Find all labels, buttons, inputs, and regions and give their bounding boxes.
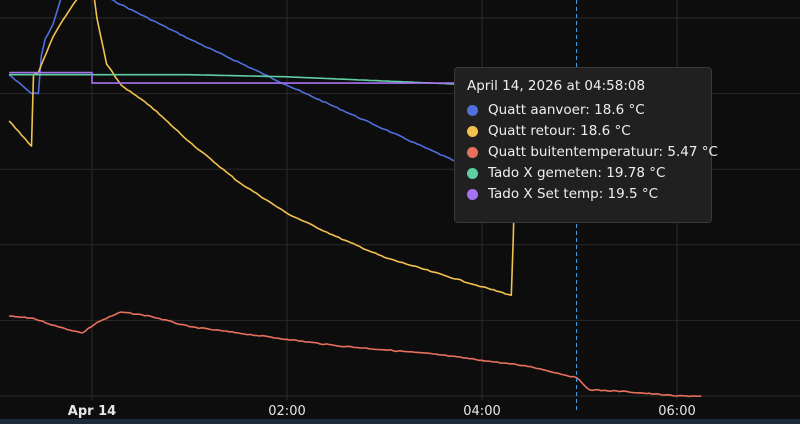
x-tick-label: Apr 14: [68, 404, 116, 419]
tooltip-row-text: Quatt aanvoer: 18.6 °C: [488, 102, 645, 118]
hover-tooltip: April 14, 2026 at 04:58:08 Quatt aanvoer…: [454, 67, 718, 223]
x-tick-label: 06:00: [658, 404, 695, 419]
series-color-dot: [467, 189, 478, 200]
x-axis-labels: Apr 14 02:00 04:00 06:00: [68, 404, 696, 419]
series-color-dot: [467, 126, 478, 137]
tooltip-row-quatt-buitentemperatuur: Quatt buitentemperatuur: 5.47 °C: [467, 142, 718, 163]
tooltip-row-text: Quatt buitentemperatuur: 5.47 °C: [488, 144, 718, 160]
tooltip-row-quatt-aanvoer: Quatt aanvoer: 18.6 °C: [467, 100, 699, 121]
series-color-dot: [467, 105, 478, 116]
tooltip-row-tado-gemeten: Tado X gemeten: 19.78 °C: [467, 163, 699, 184]
x-tick-label: 02:00: [268, 404, 305, 419]
tooltip-row-text: Quatt retour: 18.6 °C: [488, 123, 631, 139]
bottom-scrollbar[interactable]: [0, 419, 800, 424]
x-tick-label: 04:00: [463, 404, 500, 419]
tooltip-row-text: Tado X gemeten: 19.78 °C: [488, 165, 666, 181]
tooltip-row-quatt-retour: Quatt retour: 18.6 °C: [467, 121, 699, 142]
tooltip-row-tado-set-temp: Tado X Set temp: 19.5 °C: [467, 184, 699, 205]
tooltip-row-text: Tado X Set temp: 19.5 °C: [488, 186, 659, 202]
series-line-quatt-buitentemperatuur: [9, 311, 702, 398]
series-color-dot: [467, 168, 478, 179]
series-color-dot: [467, 147, 478, 158]
tooltip-title: April 14, 2026 at 04:58:08: [467, 78, 646, 94]
